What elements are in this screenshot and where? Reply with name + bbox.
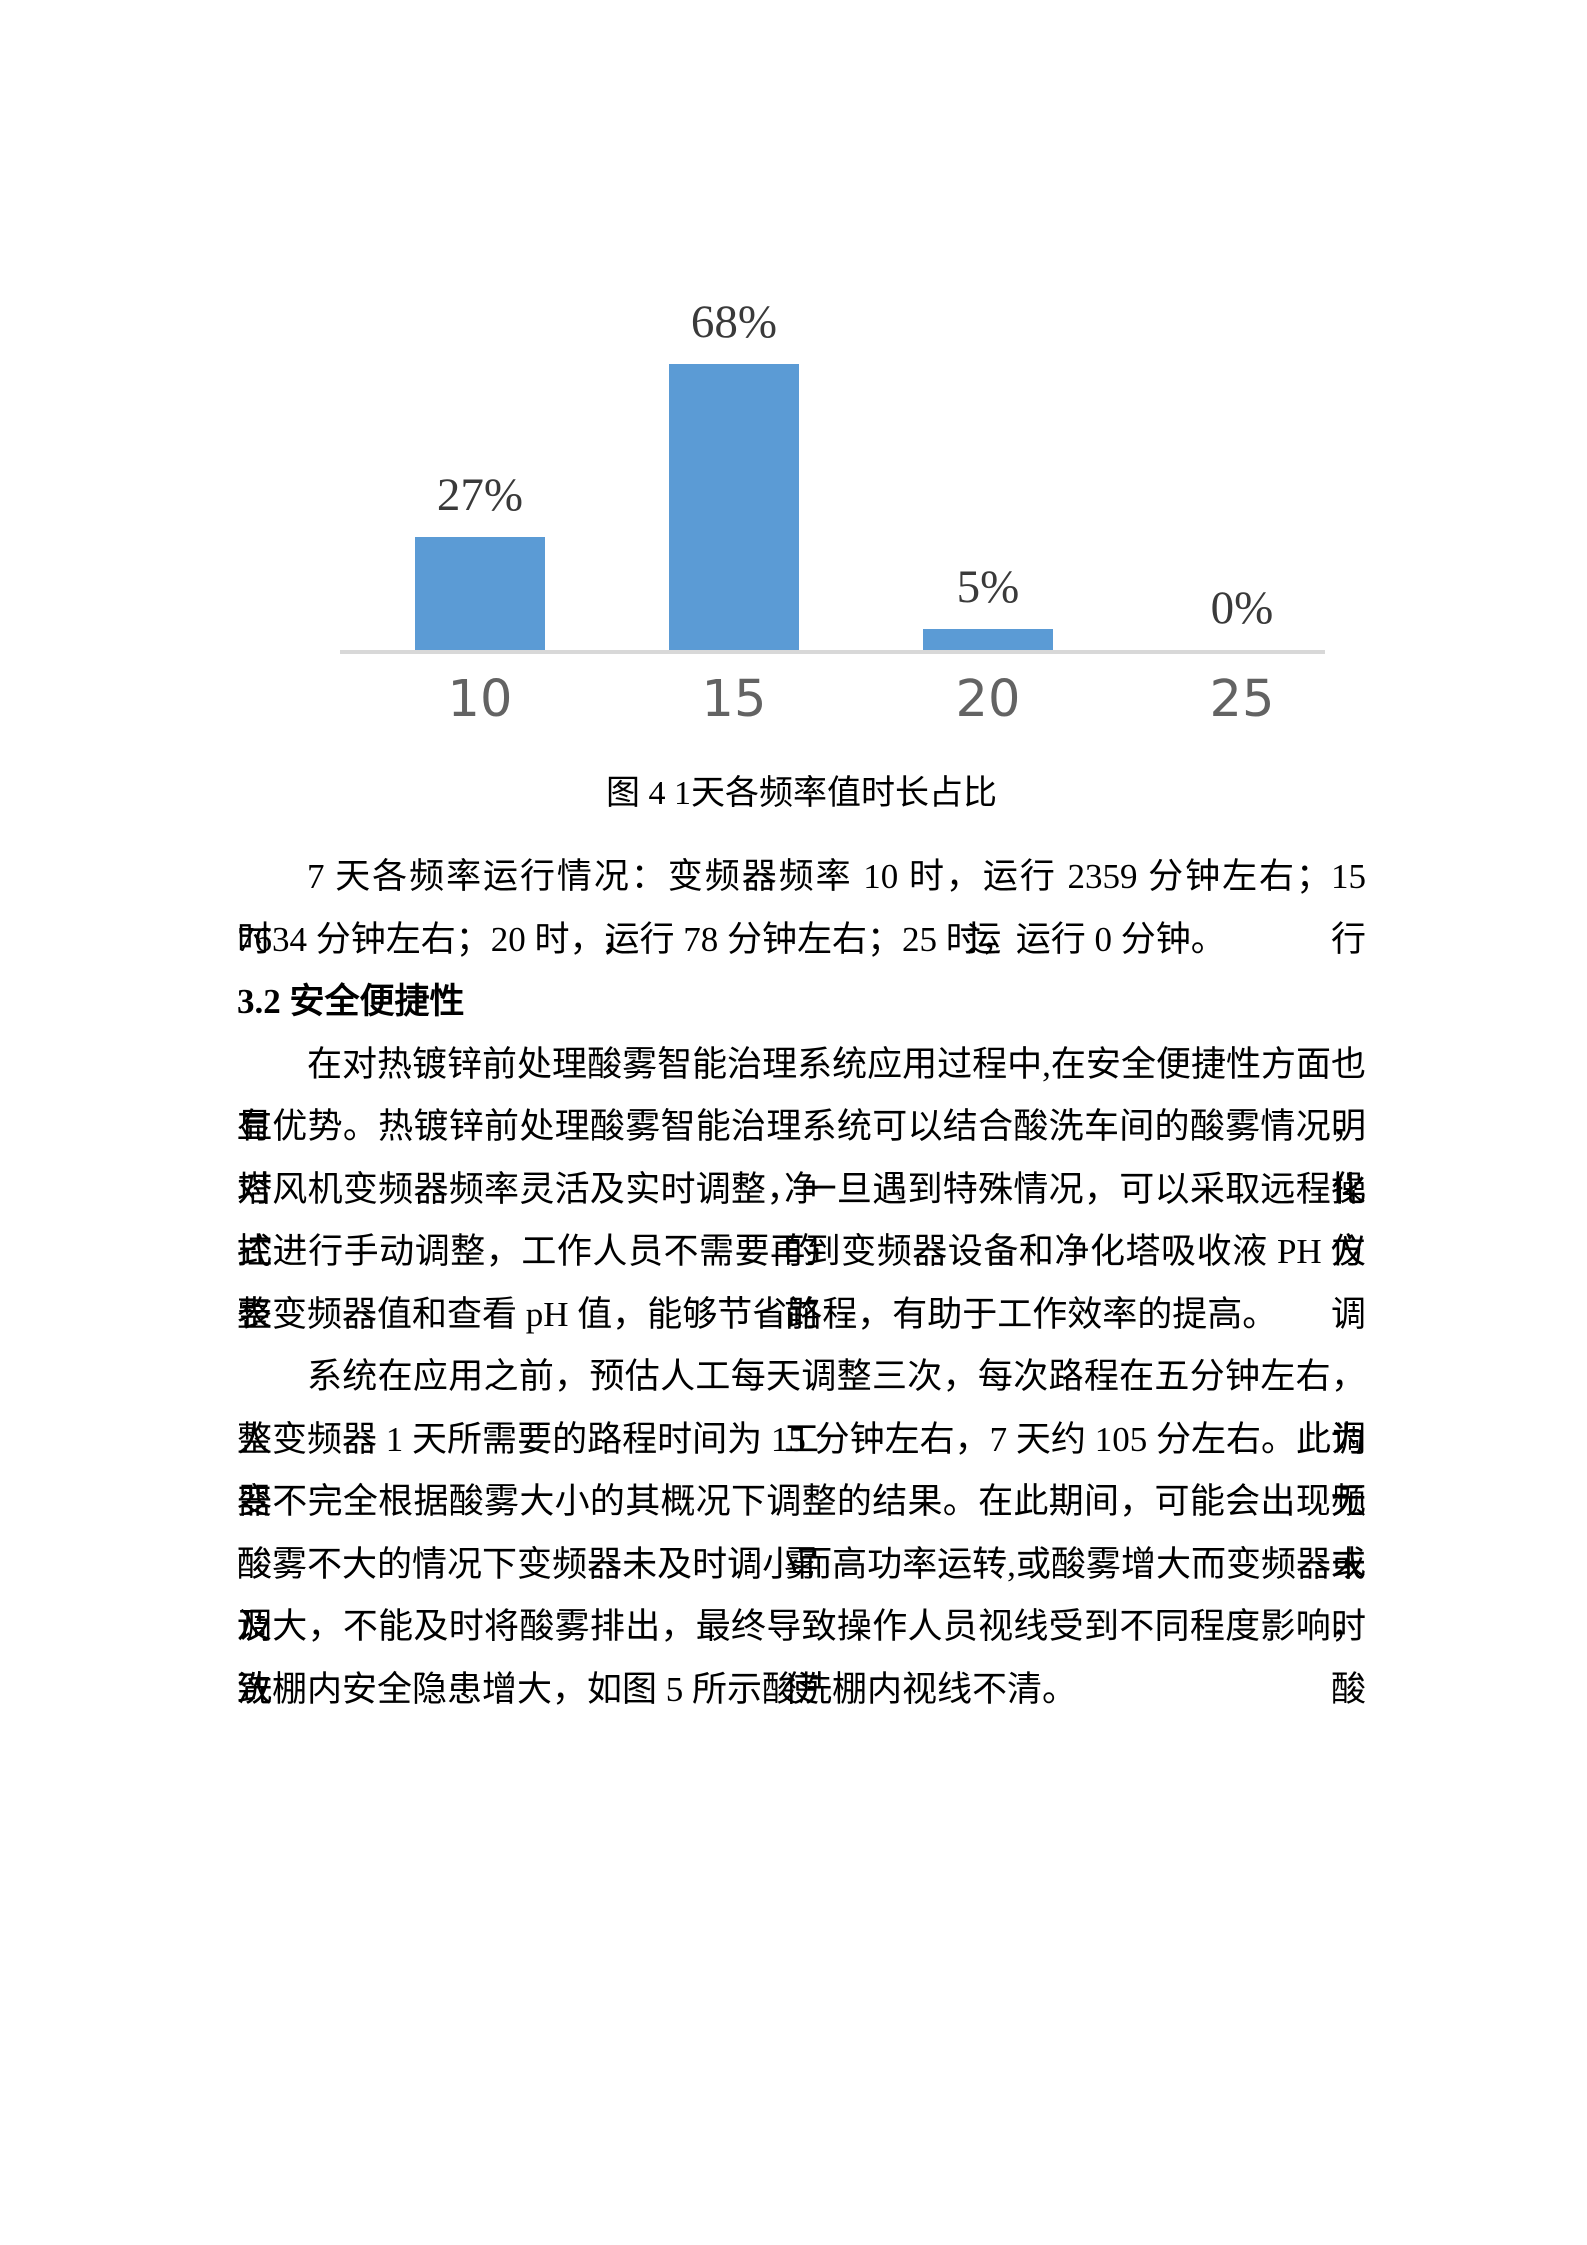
text-line: 整变频器值和查看 pH 值，能够节省路程，有助于工作效率的提高。 — [237, 1294, 1278, 1334]
bar-data-label: 68% — [690, 296, 778, 349]
chart-bar — [415, 536, 545, 650]
axis-tick-label: 10 — [447, 670, 513, 729]
text-line: 7634 分钟左右；20 时，运行 78 分钟左右；25 时，运行 0 分钟。 — [237, 919, 1226, 959]
axis-tick-label: 25 — [1209, 670, 1275, 729]
axis-tick-label: 15 — [701, 670, 767, 729]
text-line: 系统在应用之前，预估人工每天调整三次，每次路程在五分钟左右，人工调 — [237, 1357, 1366, 1459]
text-line: 酸雾不大的情况下变频器未及时调小而高功率运转,或酸雾增大而变频器未及时 — [237, 1544, 1366, 1647]
text-line: 在对热镀锌前处理酸雾智能治理系统应用过程中,在安全便捷性方面也有明 — [237, 1044, 1366, 1147]
text-line: 整变频器 1 天所需要的路程时间为 15 分钟左右，7 天约 105 分左右。此… — [237, 1419, 1366, 1522]
bar-data-label: 27% — [436, 468, 524, 521]
chart-column: 5% — [861, 225, 1115, 650]
figure-caption: 图 4 1天各频率值时长占比 — [606, 775, 997, 812]
chart-bar — [669, 364, 799, 650]
axis-labels: 10 15 20 25 — [353, 670, 1369, 729]
text-line: 洗棚内安全隐患增大，如图 5 所示酸洗棚内视线不清。 — [237, 1669, 1078, 1709]
axis-tick-label: 20 — [955, 670, 1021, 729]
chart-column: 0% — [1115, 225, 1369, 650]
bar-data-label: 5% — [956, 561, 1020, 613]
body-text: 7 天各频率运行情况：变频器频率 10 时，运行 2359 分钟左右；15 时，… — [237, 846, 1366, 1721]
text-line: 7 天各频率运行情况：变频器频率 10 时，运行 2359 分钟左右；15 时，… — [237, 857, 1366, 959]
bar-chart: 27% 68% 5% 0% 10 15 20 25 — [0, 0, 1587, 760]
text-line: 显优势。热镀锌前处理酸雾智能治理系统可以结合酸洗车间的酸雾情况，对净化 — [237, 1107, 1366, 1209]
text-line: 器不完全根据酸雾大小的其概况下调整的结果。在此期间，可能会出现无酸雾或 — [237, 1482, 1366, 1584]
chart-column: 68% — [607, 225, 861, 650]
chart-column: 27% — [353, 225, 607, 650]
text-line: 调大，不能及时将酸雾排出，最终导致操作人员视线受到不同程度影响，致使酸 — [237, 1607, 1366, 1709]
x-axis-line — [340, 650, 1325, 654]
chart-bar — [923, 629, 1053, 650]
chart-columns: 27% 68% 5% 0% — [353, 225, 1369, 650]
section-heading: 3.2 安全便捷性 — [237, 982, 465, 1021]
bar-data-label: 0% — [1210, 582, 1274, 634]
text-line: 塔风机变频器频率灵活及实时调整，一旦遇到特殊情况，可以采取远程操控的方 — [237, 1169, 1366, 1272]
text-line: 式进行手动调整，工作人员不需要再到变频器设备和净化塔吸收液 PH 仪表前调 — [237, 1232, 1366, 1334]
